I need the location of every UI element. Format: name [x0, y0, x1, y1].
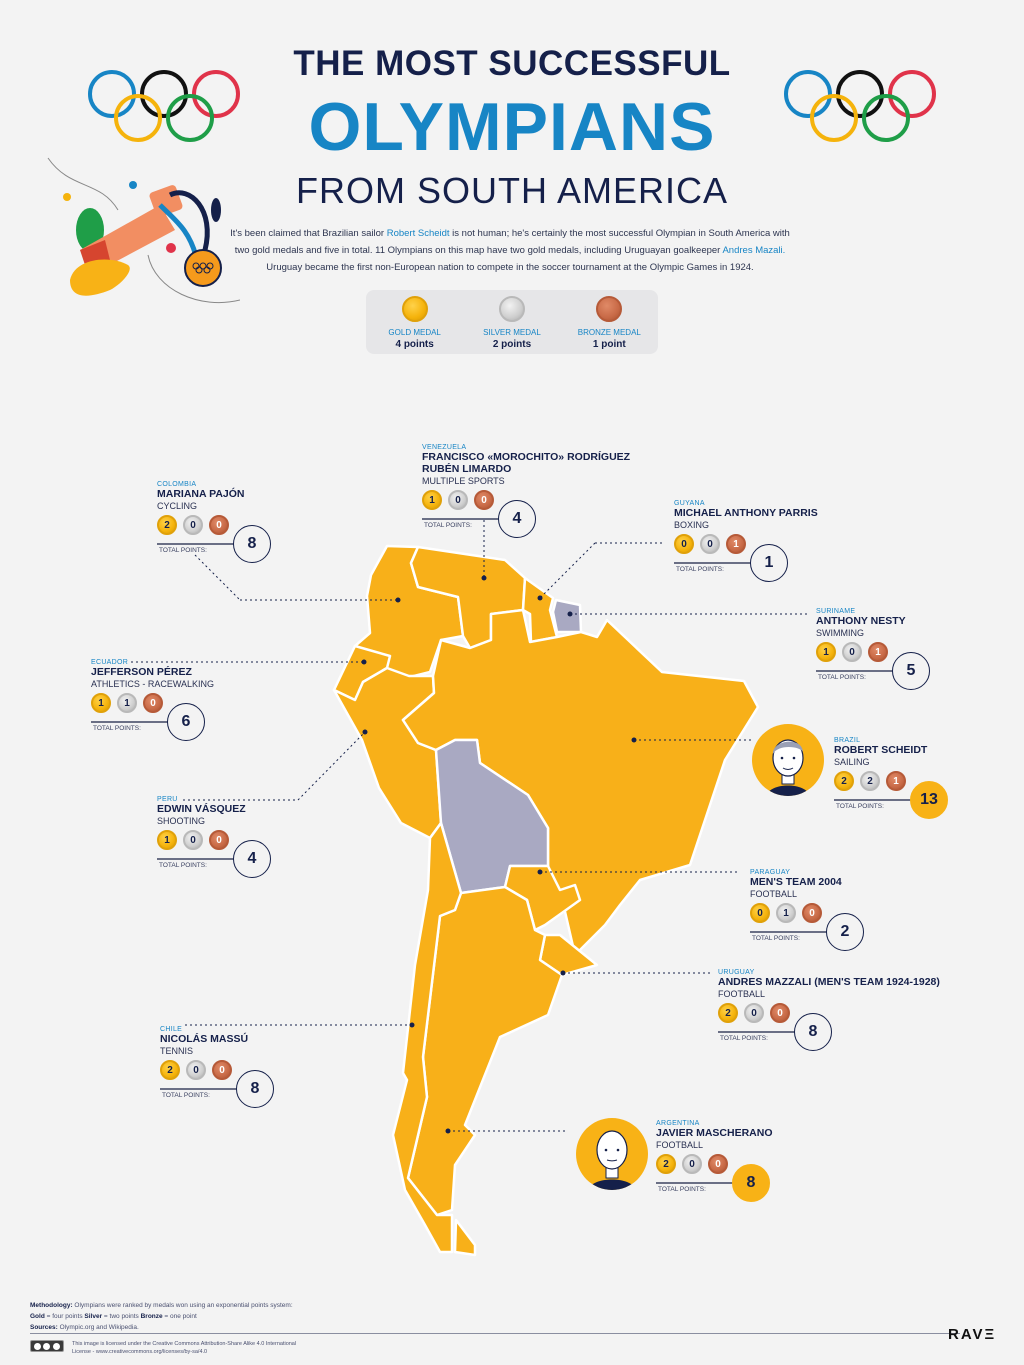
total-points: 8	[794, 1013, 832, 1051]
silver-medal-count: 1	[776, 903, 796, 923]
legend-silver: SILVER MEDAL 2 points	[463, 290, 560, 354]
title-line-3: FROM SOUTH AMERICA	[295, 170, 729, 211]
map-tierra-del-fuego	[453, 1218, 477, 1257]
olympian-card-guyana: GUYANA MICHAEL ANTHONY PARRIS BOXING 0 0…	[674, 500, 818, 582]
silver-medal-count: 0	[842, 642, 862, 662]
silver-medal-icon	[498, 296, 525, 322]
map-chile	[391, 821, 463, 1254]
olympian-card-suriname: SURINAME ANTHONY NESTY SWIMMING 1 0 1 TO…	[816, 608, 930, 690]
gold-medal-count: 2	[718, 1003, 738, 1023]
total-points: 8	[732, 1164, 770, 1202]
bronze-medal-count: 0	[770, 1003, 790, 1023]
total-points: 4	[233, 840, 271, 878]
olympian-card-peru: PERU EDWIN VÁSQUEZ SHOOTING 1 0 0 TOTAL …	[157, 796, 271, 878]
silver-medal-count: 2	[860, 771, 880, 791]
bronze-medal-count: 1	[886, 771, 906, 791]
gold-medal-count: 1	[91, 693, 111, 713]
robert-scheidt-link[interactable]: Robert Scheidt	[386, 228, 450, 239]
total-points: 1	[750, 544, 788, 582]
total-points: 2	[826, 913, 864, 951]
total-points: 8	[233, 525, 271, 563]
robert-scheidt-avatar	[752, 724, 824, 796]
gold-medal-count: 1	[157, 830, 177, 850]
silver-medal-count: 0	[183, 515, 203, 535]
bronze-medal-count: 1	[726, 534, 746, 554]
andres-mazali-link[interactable]: Andres Mazali.	[722, 245, 786, 256]
silver-medal-count: 0	[682, 1154, 702, 1174]
olympic-rings-icon	[88, 70, 240, 142]
bronze-medal-count: 0	[474, 490, 494, 510]
total-points: 6	[167, 703, 205, 741]
map-suriname	[551, 598, 583, 634]
olympian-card-brazil: BRAZIL ROBERT SCHEIDT SAILING 2 2 1 TOTA…	[834, 737, 948, 819]
silver-medal-count: 1	[117, 693, 137, 713]
total-points: 8	[236, 1070, 274, 1108]
gold-medal-count: 1	[422, 490, 442, 510]
person-portrait-icon	[588, 1130, 636, 1190]
silver-medal-count: 0	[700, 534, 720, 554]
gold-medal-count: 0	[750, 903, 770, 923]
silver-medal-count: 0	[186, 1060, 206, 1080]
bronze-medal-count: 1	[868, 642, 888, 662]
gold-medal-count: 2	[160, 1060, 180, 1080]
creative-commons-icon	[30, 1340, 64, 1352]
person-portrait-icon	[766, 739, 810, 796]
olympian-card-uruguay: URUGUAY ANDRES MAZZALI (MEN'S TEAM 1924-…	[718, 969, 940, 1051]
title-line-2: OLYMPIANS	[308, 89, 716, 165]
gold-medal-count: 0	[674, 534, 694, 554]
bronze-medal-count: 0	[708, 1154, 728, 1174]
footer-divider	[30, 1333, 960, 1334]
olympian-card-venezuela: VENEZUELA FRANCISCO «MOROCHITO» RODRÍGUE…	[422, 444, 630, 538]
total-points: 4	[498, 500, 536, 538]
silver-medal-count: 0	[448, 490, 468, 510]
gold-medal-count: 2	[656, 1154, 676, 1174]
medal-hand-illustration-icon	[47, 157, 240, 304]
olympian-card-colombia: COLOMBIA MARIANA PAJÓN CYCLING 2 0 0 TOT…	[157, 481, 271, 563]
total-points: 5	[892, 652, 930, 690]
legend-bronze: BRONZE MEDAL 1 point	[561, 290, 658, 354]
gold-medal-count: 2	[157, 515, 177, 535]
medal-legend: GOLD MEDAL 4 points SILVER MEDAL 2 point…	[366, 290, 658, 354]
bronze-medal-count: 0	[209, 515, 229, 535]
javier-mascherano-avatar	[576, 1118, 648, 1190]
methodology-note: Methodology: Olympians were ranked by me…	[30, 1302, 293, 1331]
olympian-card-ecuador: ECUADOR JEFFERSON PÉREZ ATHLETICS - RACE…	[91, 659, 214, 741]
olympian-card-paraguay: PARAGUAY MEN'S TEAM 2004 FOOTBALL 0 1 0 …	[750, 869, 864, 951]
total-points: 13	[910, 781, 948, 819]
silver-medal-count: 0	[183, 830, 203, 850]
gold-medal-count: 1	[816, 642, 836, 662]
olympian-card-chile: CHILE NICOLÁS MASSÚ TENNIS 2 0 0 TOTAL P…	[160, 1026, 274, 1108]
bronze-medal-count: 0	[212, 1060, 232, 1080]
bronze-medal-icon	[596, 296, 623, 322]
title-line-1: THE MOST SUCCESSFUL	[293, 44, 731, 83]
gold-medal-count: 2	[834, 771, 854, 791]
bronze-medal-count: 0	[802, 903, 822, 923]
olympic-rings-icon	[784, 70, 936, 142]
gold-medal-icon	[401, 296, 428, 322]
legend-gold: GOLD MEDAL 4 points	[366, 290, 463, 354]
silver-medal-count: 0	[744, 1003, 764, 1023]
license-text: This image is licensed under the Creativ…	[72, 1341, 297, 1355]
olympian-card-argentina: ARGENTINA JAVIER MASCHERANO FOOTBALL 2 0…	[656, 1120, 772, 1202]
bronze-medal-count: 0	[143, 693, 163, 713]
bronze-medal-count: 0	[209, 830, 229, 850]
intro-paragraph: It's been claimed that Brazilian sailor …	[230, 228, 790, 273]
rave-logo: RAVΞ	[948, 1326, 997, 1343]
